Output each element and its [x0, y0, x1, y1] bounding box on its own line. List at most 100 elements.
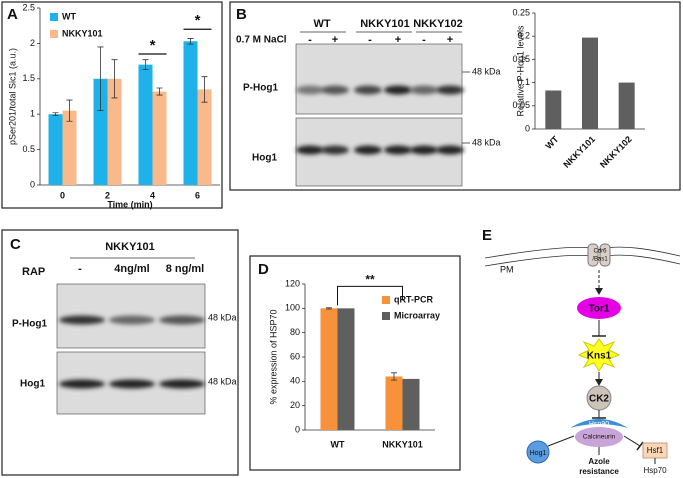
bar	[62, 110, 77, 185]
y-tick-label: 1.5	[22, 73, 35, 83]
treatment-label: 0.7 M NaCl	[236, 35, 287, 46]
calcineurin-node	[575, 427, 623, 447]
bar	[618, 82, 635, 129]
x-tick-label: WT	[543, 134, 560, 151]
x-tick-label: NKKY102	[598, 134, 634, 170]
condition: -	[78, 263, 82, 275]
membrane-label: PM	[500, 264, 514, 274]
row-label: Hog1	[20, 379, 45, 390]
blot-band	[321, 85, 349, 95]
y-tick-label: 0	[30, 179, 35, 189]
y-tick-label: 120	[285, 278, 300, 288]
legend-label: WT	[62, 11, 76, 21]
node-label: Hog1	[530, 450, 547, 457]
blot-band	[159, 315, 205, 325]
legend-swatch	[50, 30, 58, 38]
outcome-label: Azole	[588, 457, 610, 466]
y-tick-label: 0.05	[512, 100, 530, 110]
x-tick-label: 2	[105, 190, 110, 200]
y-tick-label: 0	[525, 123, 530, 133]
receptor-label: /Bas1	[592, 257, 608, 263]
blot-band	[410, 85, 438, 95]
blot-band	[436, 85, 464, 95]
y-tick-label: 40	[290, 376, 300, 386]
row-label: Hog1	[252, 153, 277, 164]
inhibit-bar	[636, 441, 644, 451]
blot-band	[354, 145, 382, 155]
legend-swatch	[382, 296, 390, 304]
error-bar	[66, 99, 73, 122]
condition: -	[422, 34, 426, 46]
error-bar	[111, 59, 118, 99]
y-tick-label: 100	[285, 303, 300, 313]
bar	[385, 376, 403, 430]
error-bar	[52, 112, 59, 117]
x-tick-label: NKKY101	[561, 134, 597, 170]
blot	[295, 43, 463, 115]
y-axis-label: % expression of HSP70	[268, 309, 278, 404]
arrowhead	[595, 379, 603, 386]
bar	[402, 378, 420, 430]
y-tick-label: 0.1	[517, 77, 530, 87]
panel-a-frame	[1, 1, 223, 209]
y-axis-label: pSer201/total Sic1 (a.u.)	[7, 48, 17, 145]
x-tick-label: 0	[60, 190, 65, 200]
significance: *	[195, 12, 201, 29]
outcome-label: resistance	[579, 467, 619, 476]
marker-label: 48 kDa	[208, 312, 237, 322]
y-axis-label: Relative P-Hog1 levels	[515, 25, 525, 117]
inhibit	[623, 435, 641, 447]
blot-band	[296, 85, 324, 95]
error-bar	[201, 76, 208, 103]
legend-swatch	[382, 312, 390, 320]
panel-c-frame	[1, 229, 239, 476]
blot-band	[59, 315, 105, 325]
significance-bracket	[337, 285, 403, 306]
node-label: Hsf1	[647, 446, 664, 455]
panel-b-frame	[229, 1, 681, 191]
error-bar	[156, 87, 163, 96]
bar	[337, 308, 355, 430]
node-label: Calcineurin	[583, 434, 616, 441]
condition: +	[447, 34, 453, 46]
error-bar	[187, 38, 194, 45]
x-tick-label: 6	[195, 190, 200, 200]
row-label: P-Hog1	[12, 319, 47, 330]
pathway-diagram: PM Cdr6 /Bas1 Tor1 Kns1 CK2 Hsp90 Calcin…	[484, 243, 681, 476]
bar	[320, 308, 338, 430]
y-tick-label: 2.5	[22, 2, 35, 12]
arrowhead	[595, 288, 603, 295]
blot-band	[410, 145, 438, 155]
node-label: CK2	[589, 394, 609, 405]
blot-band	[296, 145, 324, 155]
legend-label: qRT-PCR	[394, 294, 433, 304]
x-tick-label: WT	[331, 439, 345, 449]
y-tick-label: 20	[290, 400, 300, 410]
blot-c-labels: NKKY101 RAP - 4ng/ml 8 ng/ml P-Hog1 Hog1…	[12, 241, 237, 390]
outcome-label: Hsp70	[643, 466, 667, 475]
marker-label: 48 kDa	[472, 137, 501, 147]
hsp90-node	[570, 419, 628, 428]
panel-label: B	[236, 6, 247, 23]
y-tick-label: 0.15	[512, 54, 530, 64]
blot-band	[384, 85, 412, 95]
legend-label: Microarray	[394, 310, 440, 320]
legend-label: NKKY101	[62, 28, 103, 38]
error-bar	[142, 59, 149, 70]
blot-band	[159, 379, 205, 389]
condition: 8 ng/ml	[166, 263, 205, 275]
bar	[582, 37, 598, 130]
bar	[48, 114, 63, 185]
panel-label: D	[258, 261, 269, 278]
y-tick-label: 60	[290, 351, 300, 361]
bar	[107, 78, 122, 185]
blot-band	[436, 145, 464, 155]
condition: +	[332, 34, 338, 46]
condition: 4ng/ml	[114, 263, 149, 275]
receptor-label: Cdr6	[593, 249, 607, 255]
panel-d-frame	[249, 255, 461, 471]
error-bar	[326, 307, 332, 310]
blot-band	[321, 145, 349, 155]
y-tick-label: 1	[30, 109, 35, 119]
